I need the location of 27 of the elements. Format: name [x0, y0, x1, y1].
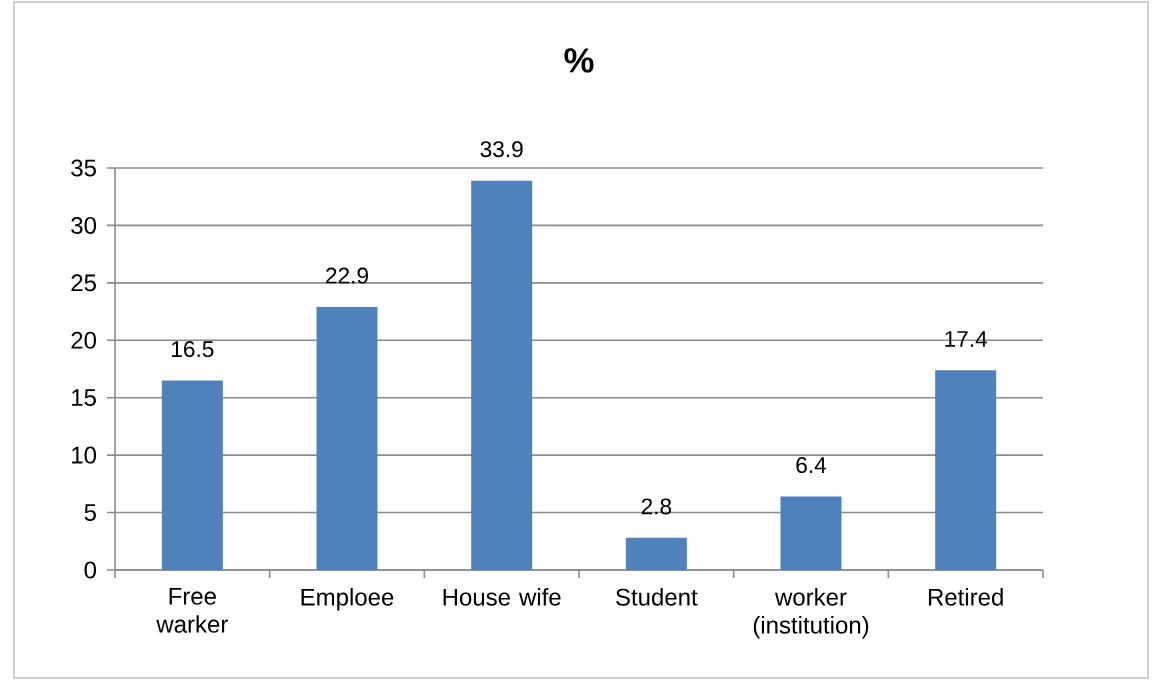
bar	[471, 180, 533, 570]
bar	[316, 306, 378, 570]
y-tick-label: 30	[71, 216, 97, 234]
bar	[935, 370, 997, 570]
y-tick-label: 25	[71, 274, 96, 292]
y-tick-label: 5	[84, 504, 96, 521]
bar	[161, 380, 223, 570]
bar	[780, 496, 842, 570]
x-tick-label: Emploee	[301, 588, 394, 611]
data-label: 6.4	[796, 457, 827, 474]
y-tick-label: 20	[71, 331, 97, 349]
y-tick-label: 15	[72, 389, 96, 407]
x-tick-label: Free warker	[156, 588, 228, 633]
data-label: 22.9	[326, 267, 368, 284]
data-label: 16.5	[172, 341, 214, 358]
y-tick-label: 35	[71, 159, 96, 177]
data-label: 33.9	[480, 141, 523, 158]
bar	[625, 537, 687, 570]
data-label: 17.4	[945, 331, 988, 347]
y-tick-label: 0	[84, 561, 97, 579]
x-tick-label: Student	[616, 588, 698, 606]
x-tick-label: Retired	[928, 588, 1003, 606]
y-tick-label: 10	[72, 446, 97, 464]
x-tick-label: worker (institution)	[753, 588, 869, 639]
data-label: 2.8	[641, 498, 672, 515]
chart-title: %	[564, 48, 594, 73]
x-tick-label: House wife	[443, 588, 561, 606]
